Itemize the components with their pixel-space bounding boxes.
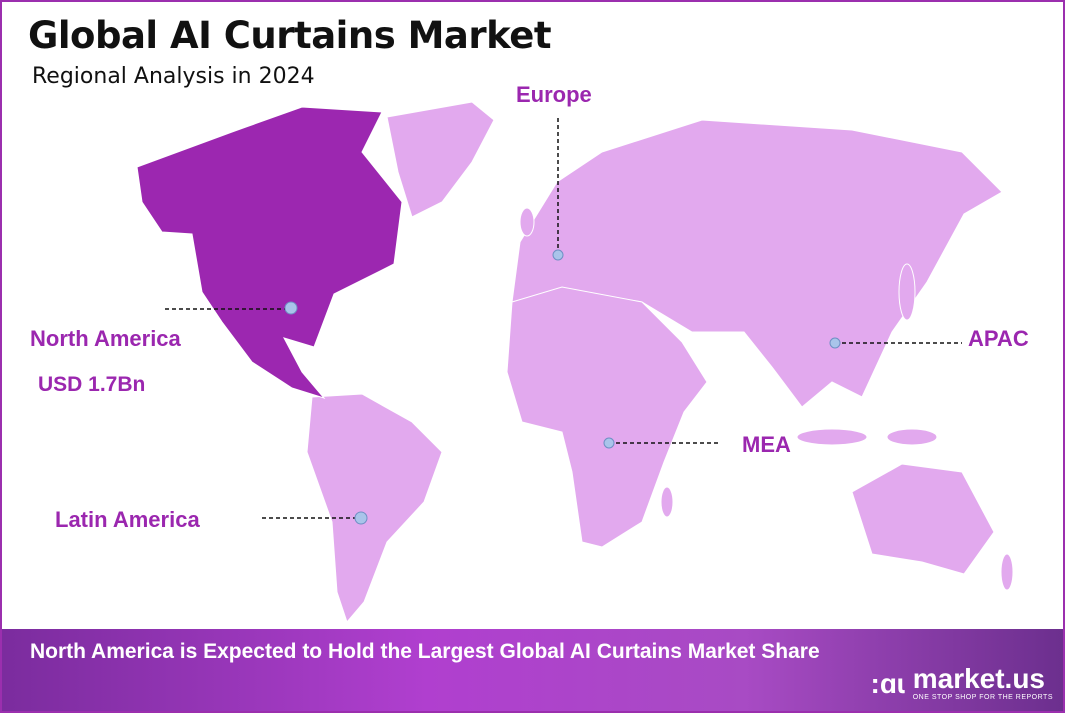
australia (851, 463, 995, 575)
europe-label: Europe (516, 82, 592, 107)
banner-text: North America is Expected to Hold the La… (30, 640, 820, 663)
page-title: Global AI Curtains Market (28, 14, 552, 57)
apac-label: APAC (968, 326, 1029, 351)
north-america-value: USD 1.7Bn (38, 373, 146, 396)
logo-tagline: ONE STOP SHOP FOR THE REPORTS (912, 694, 1053, 701)
logo-icon: :ɑɩ (870, 667, 905, 699)
mea-marker (603, 437, 615, 449)
europe-marker (552, 249, 564, 261)
uk (519, 207, 535, 237)
africa (506, 286, 708, 548)
north-america (136, 106, 403, 399)
north-america-marker (284, 301, 298, 315)
latin-america-label: Latin America (55, 507, 200, 532)
page-subtitle: Regional Analysis in 2024 (32, 64, 315, 89)
south-america (306, 393, 443, 623)
japan (898, 263, 916, 321)
footer-banner: North America is Expected to Hold the La… (2, 629, 1063, 711)
latin-america-marker (354, 511, 368, 525)
logo-name: market.us (912, 663, 1046, 694)
mea-label: MEA (742, 432, 791, 457)
greenland (386, 101, 495, 218)
new-guinea (886, 428, 938, 446)
market-us-logo: :ɑɩ market.us ONE STOP SHOP FOR THE REPO… (833, 665, 1053, 702)
madagascar (660, 486, 674, 518)
apac-marker (829, 337, 841, 349)
new-zealand (1000, 553, 1014, 591)
north-america-label: North America (30, 326, 181, 351)
indonesia (796, 428, 868, 446)
